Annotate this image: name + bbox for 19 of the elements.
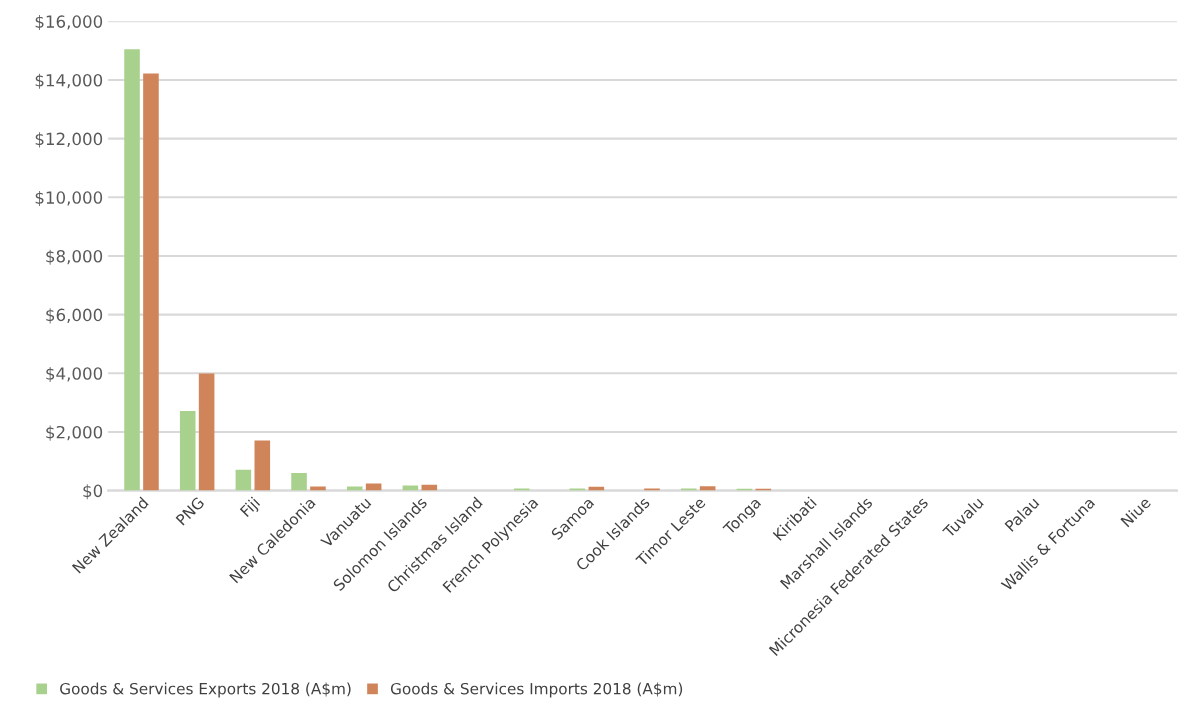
legend-label: Goods & Services Exports 2018 (A$m) [60,682,351,698]
bar [198,373,215,491]
y-tick-label: $14,000 [35,73,103,89]
y-tick-label: $16,000 [35,15,103,31]
bar [346,486,363,491]
bar [310,486,326,491]
y-tick-label: $4,000 [46,366,103,383]
y-tick-label: $6,000 [46,308,103,324]
bar [179,411,196,491]
y-tick-label: $10,000 [35,190,103,207]
bar [254,440,271,491]
bar [124,49,140,491]
y-tick-label: $2,000 [46,425,103,441]
legend-label: Goods & Services Imports 2018 (A$m) [390,682,683,698]
y-tick-label: $8,000 [46,249,103,265]
bar [235,469,252,491]
bar [143,73,159,491]
bar [291,472,307,491]
y-tick-label: $12,000 [35,132,103,148]
